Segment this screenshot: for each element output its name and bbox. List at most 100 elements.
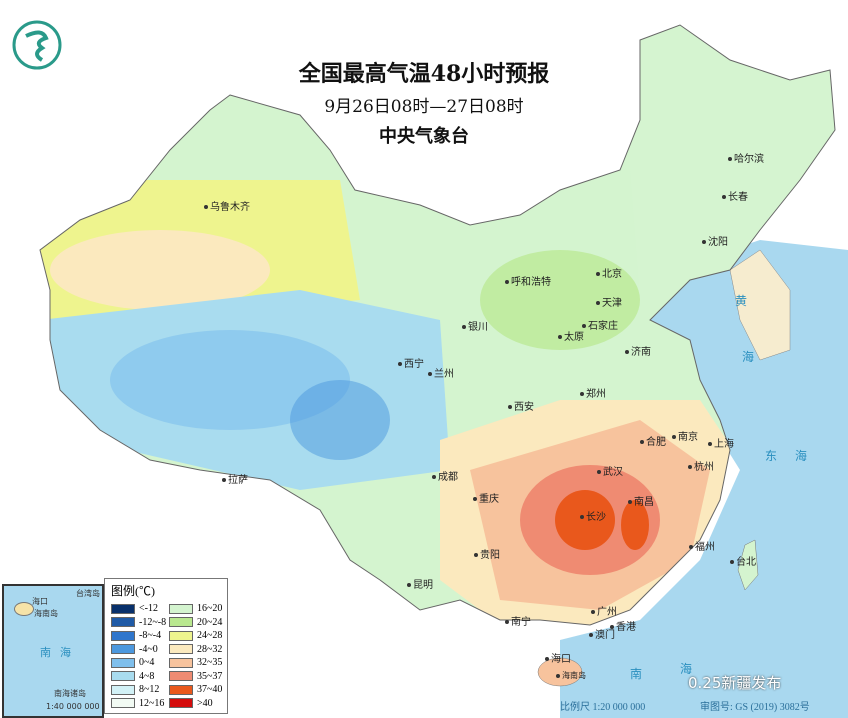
legend-item: -8~-4 <box>111 630 161 641</box>
legend-item: 8~12 <box>111 684 159 695</box>
legend-item: >40 <box>169 698 213 709</box>
inset-label: 海口 <box>32 597 48 606</box>
map-approval-number: 审图号: GS (2019) 3082号 <box>700 702 810 713</box>
legend-swatch <box>111 657 135 668</box>
legend-swatch <box>111 617 135 627</box>
cma-logo-icon <box>12 20 62 70</box>
city-label: 南昌 <box>628 493 654 508</box>
legend-swatch <box>111 684 135 695</box>
legend-label: 12~16 <box>139 697 165 709</box>
south-china-sea-inset: 海口 海南岛 南 海 台湾岛 南海诸岛 1:40 000 000 <box>2 584 104 718</box>
legend-swatch <box>169 603 193 614</box>
city-label: 乌鲁木齐 <box>204 198 250 213</box>
city-label: 福州 <box>689 538 715 553</box>
legend-item: 24~28 <box>169 630 222 641</box>
legend-label: 16~20 <box>197 603 223 614</box>
city-label: 澳门 <box>589 626 615 641</box>
island-label: 海南岛 <box>556 670 586 681</box>
inset-label: 台湾岛 <box>76 589 100 598</box>
legend-item: 16~20 <box>169 603 222 614</box>
legend-item: 37~40 <box>169 684 222 695</box>
city-label: 成都 <box>432 468 458 483</box>
sea-label: 东 <box>765 449 778 463</box>
korea-land <box>729 249 791 361</box>
city-label: 贵阳 <box>474 546 500 561</box>
city-label: 太原 <box>558 328 584 343</box>
city-label: 合肥 <box>640 433 666 448</box>
legend-label: 20~24 <box>197 616 223 628</box>
legend-item: 32~35 <box>169 657 222 668</box>
legend-swatch <box>111 630 135 641</box>
inset-label: 南 <box>40 646 51 659</box>
city-label: 拉萨 <box>222 471 248 486</box>
legend-swatch <box>169 630 193 641</box>
legend-item: <-12 <box>111 603 158 614</box>
inset-label: 海南岛 <box>34 609 58 618</box>
legend-label: 4~8 <box>139 670 155 682</box>
legend-swatch <box>169 698 193 708</box>
sea-area <box>560 240 848 718</box>
legend-item: 28~32 <box>169 644 222 655</box>
city-label: 沈阳 <box>702 233 728 248</box>
city-label: 武汉 <box>597 463 623 478</box>
legend-swatch <box>111 671 135 681</box>
city-label: 昆明 <box>407 576 433 591</box>
city-label: 济南 <box>625 343 651 358</box>
legend-label: >40 <box>197 697 213 709</box>
legend-swatch <box>169 644 193 654</box>
city-label: 海口 <box>545 650 571 665</box>
inset-label: 南海诸岛 <box>54 689 86 698</box>
city-label: 长春 <box>722 188 748 203</box>
legend-swatch <box>169 617 193 627</box>
sea-label: 南 <box>630 667 643 681</box>
city-label: 北京 <box>596 265 622 280</box>
legend-label: 8~12 <box>139 684 160 695</box>
inset-label: 海 <box>60 646 71 659</box>
city-label: 长沙 <box>580 508 606 523</box>
inset-scale: 1:40 000 000 <box>46 702 100 711</box>
legend-swatch <box>169 671 193 681</box>
issuer: 中央气象台 <box>379 126 469 147</box>
sea-label: 海 <box>742 350 755 364</box>
legend-swatch <box>111 698 135 708</box>
map-title: 全国最高气温48小时预报 <box>298 61 550 87</box>
city-label: 石家庄 <box>582 317 618 332</box>
legend-item: 20~24 <box>169 617 222 628</box>
city-label: 广州 <box>591 603 617 618</box>
legend-title: 图例(℃) <box>111 584 155 598</box>
inset-hainan <box>14 602 34 616</box>
legend-swatch <box>169 657 193 668</box>
city-label: 南宁 <box>505 613 531 628</box>
legend-label: 37~40 <box>197 684 223 695</box>
watermark: 0.25新疆发布 <box>688 674 782 692</box>
city-label: 重庆 <box>473 490 499 505</box>
legend-item: 35~37 <box>169 671 222 682</box>
city-label: 天津 <box>596 294 622 309</box>
city-label: 哈尔滨 <box>728 150 764 165</box>
legend-label: -8~-4 <box>139 630 162 641</box>
sea-label: 海 <box>680 662 693 676</box>
city-label: 呼和浩特 <box>505 273 551 288</box>
scale-text: 比例尺 1:20 000 000 <box>560 702 646 713</box>
legend-item: 0~4 <box>111 657 154 668</box>
city-label: 南京 <box>672 428 698 443</box>
city-label: 银川 <box>462 318 488 333</box>
city-label: 杭州 <box>688 458 714 473</box>
legend-item: 12~16 <box>111 698 164 709</box>
legend-label: 32~35 <box>197 657 223 668</box>
sea-label: 黄 <box>735 294 748 308</box>
city-label: 西安 <box>508 398 534 413</box>
legend-label: -12~-8 <box>139 616 167 628</box>
city-label: 西宁 <box>398 355 424 370</box>
legend-swatch <box>169 684 193 695</box>
legend-label: 0~4 <box>139 657 155 668</box>
legend: 图例(℃) <-12 -12~-8 -8~-4 -4~0 0~4 4~8 8~12 12~16… <box>104 578 228 714</box>
legend-label: 28~32 <box>197 643 223 655</box>
legend-label: -4~0 <box>139 643 158 655</box>
city-label: 兰州 <box>428 365 454 380</box>
legend-item: -4~0 <box>111 644 158 655</box>
legend-swatch <box>111 603 135 614</box>
city-label: 郑州 <box>580 385 606 400</box>
